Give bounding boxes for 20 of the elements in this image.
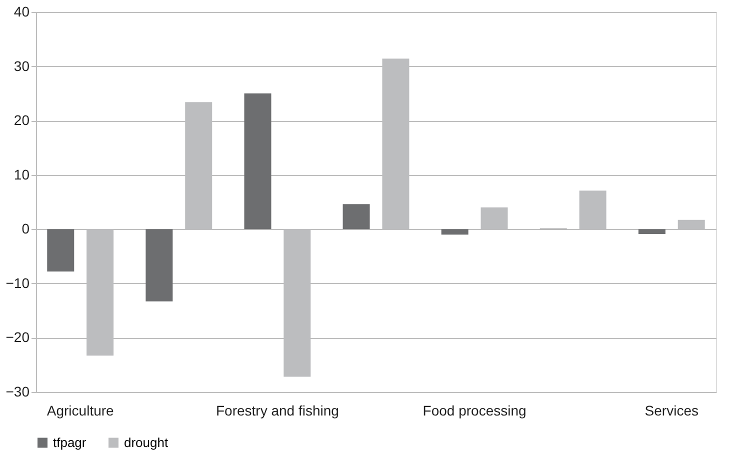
x-tick-label: Services (644, 402, 698, 418)
legend-label: drought (124, 434, 168, 450)
x-tick-label: Agriculture (46, 402, 114, 418)
y-tick-label: −20 (6, 329, 30, 346)
y-tick-label: 10 (14, 166, 30, 182)
y-tick-label: 20 (14, 112, 30, 128)
x-tick-label: Food processing (422, 402, 526, 418)
x-tick-label: Forestry and fishing (216, 402, 339, 418)
bar (47, 229, 74, 272)
y-tick-label: −10 (6, 274, 30, 291)
bar (244, 93, 272, 230)
bar (146, 229, 173, 302)
legend-label: tfpagr (53, 434, 87, 450)
bar (638, 229, 666, 234)
y-tick-label: 30 (14, 58, 30, 74)
y-tick-label: 40 (14, 4, 30, 20)
bar (342, 204, 370, 230)
bar (441, 229, 468, 235)
y-tick-label: 0 (22, 220, 30, 237)
y-tick-label: −30 (6, 384, 30, 400)
